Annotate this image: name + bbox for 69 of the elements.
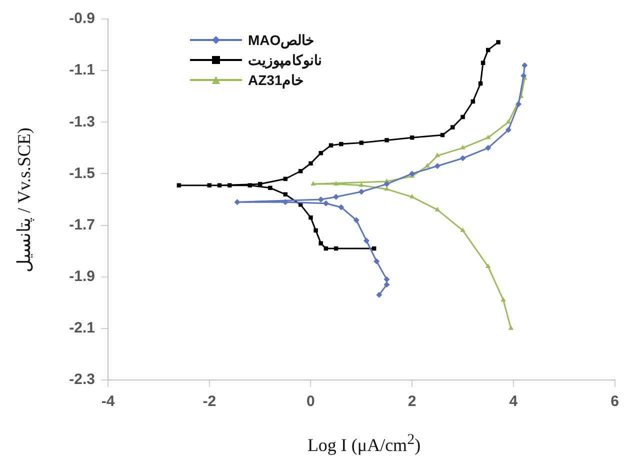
y-tick-label: -1.3 [69, 113, 95, 130]
point [308, 161, 313, 166]
point [358, 188, 364, 195]
point [460, 114, 465, 120]
x-tick-label: -4 [101, 393, 116, 410]
y-tick-label: -1.5 [69, 164, 95, 182]
point [374, 258, 380, 264]
point [248, 183, 252, 188]
point [234, 199, 240, 206]
point [353, 217, 360, 224]
point [298, 169, 303, 174]
y-tick-label: -0.9 [69, 10, 95, 28]
point [496, 40, 500, 44]
point [486, 134, 491, 140]
point [376, 292, 382, 298]
point [434, 152, 440, 158]
point [460, 155, 466, 162]
point [485, 144, 492, 151]
point [480, 60, 486, 65]
point [333, 181, 339, 186]
legend-label: خامAZ31 [248, 72, 304, 88]
point [268, 186, 272, 190]
legend-label: خالصMAO [248, 32, 315, 48]
point [328, 143, 334, 148]
point [339, 142, 344, 146]
x-axis-title: Log I (μA/cm$^{2}$) [306, 432, 422, 456]
point [359, 140, 364, 145]
point [505, 126, 512, 133]
point [409, 170, 416, 177]
point [434, 206, 440, 212]
y-tick-label: -1.9 [69, 268, 95, 285]
point [217, 183, 222, 188]
point [434, 162, 440, 169]
point [522, 62, 528, 68]
point [318, 150, 323, 156]
point [508, 325, 514, 330]
x-tick-label: 0 [306, 393, 315, 410]
point [516, 101, 522, 108]
point [410, 194, 415, 198]
x-tick-label: 4 [509, 393, 518, 410]
x-tick-label: 6 [610, 393, 619, 410]
point [228, 183, 232, 188]
point [333, 194, 340, 200]
point [460, 144, 466, 150]
x-tick-label: 2 [408, 393, 416, 410]
point [308, 215, 313, 220]
point [363, 238, 370, 244]
point [283, 192, 288, 196]
point [384, 138, 389, 142]
point [314, 228, 318, 233]
x-tick-label: -2 [202, 393, 216, 410]
y-tick-label: -1.1 [69, 62, 95, 79]
point [500, 297, 506, 302]
point [310, 181, 316, 186]
legend-label: نانوکامپوزیت [248, 52, 322, 68]
y-tick-label: -2.1 [69, 320, 95, 337]
point [207, 183, 212, 188]
point [176, 183, 182, 188]
y-tick-label: -2.3 [69, 371, 95, 388]
point [460, 227, 466, 232]
point [384, 181, 390, 188]
y-axis-title: پتانسیل / Vv.s.SCE) [13, 128, 35, 272]
point [520, 72, 527, 79]
point [450, 125, 455, 130]
point [338, 204, 344, 210]
point [318, 241, 323, 246]
y-tick-label: -1.7 [69, 216, 95, 234]
point [486, 264, 491, 268]
point [424, 162, 430, 168]
